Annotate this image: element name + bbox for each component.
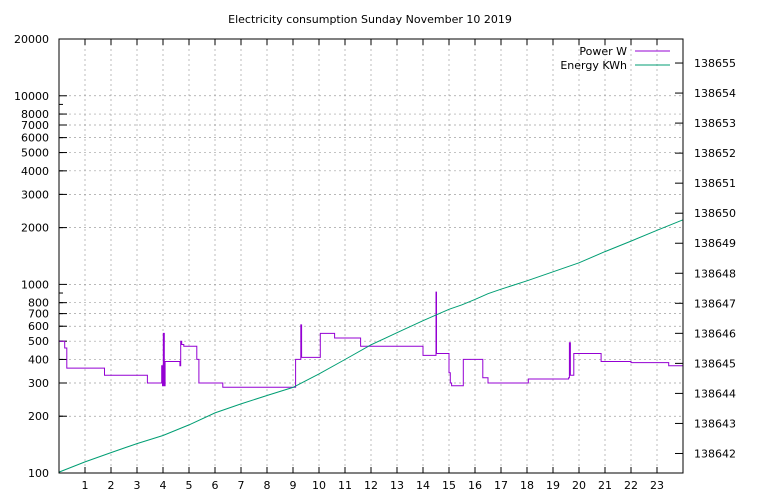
x-tick-label: 15 xyxy=(442,479,456,492)
x-axis-ticks: 1 2 3 4 5 6 7 8 9 10 11 12 13 14 15 16 17 18 19 20 21 22 23 xyxy=(82,39,664,492)
y-tick-label: 100 xyxy=(28,467,49,480)
y-tick-label: 200 xyxy=(28,410,49,423)
y-tick-label: 4000 xyxy=(21,165,49,178)
x-tick-label: 17 xyxy=(494,479,508,492)
y2-tick-label: 138645 xyxy=(694,357,736,370)
y-tick-label: 2000 xyxy=(21,222,49,235)
x-tick-label: 12 xyxy=(364,479,378,492)
power-series-line xyxy=(59,291,683,388)
y2-tick-label: 138650 xyxy=(694,207,736,220)
x-tick-label: 20 xyxy=(572,479,586,492)
x-tick-label: 4 xyxy=(160,479,167,492)
y2-tick-label: 138648 xyxy=(694,267,736,280)
chart-title: Electricity consumption Sunday November … xyxy=(228,13,512,26)
plot-frame xyxy=(58,38,684,474)
y2-tick-label: 138644 xyxy=(694,387,736,400)
x-tick-label: 8 xyxy=(264,479,271,492)
y2-tick-label: 138651 xyxy=(694,177,736,190)
y-tick-label: 7000 xyxy=(21,119,49,132)
x-tick-label: 19 xyxy=(546,479,560,492)
x-tick-label: 3 xyxy=(134,479,141,492)
x-tick-label: 6 xyxy=(212,479,219,492)
y2-axis-ticks: 138642 138643 138644 138645 138646 138647 1386… xyxy=(675,57,736,460)
y2-tick-label: 138654 xyxy=(694,87,736,100)
y2-tick-label: 138643 xyxy=(694,417,736,430)
y2-tick-label: 138652 xyxy=(694,147,736,160)
y2-tick-label: 138646 xyxy=(694,327,736,340)
y-tick-label: 400 xyxy=(28,353,49,366)
x-tick-label: 2 xyxy=(108,479,115,492)
y-tick-label: 500 xyxy=(28,335,49,348)
legend: Power W Energy KWh xyxy=(560,45,670,72)
y-tick-label: 20000 xyxy=(14,33,49,46)
y-tick-label: 6000 xyxy=(21,132,49,145)
x-tick-label: 14 xyxy=(416,479,430,492)
y-tick-label: 10000 xyxy=(14,90,49,103)
x-tick-label: 13 xyxy=(390,479,404,492)
x-tick-label: 5 xyxy=(186,479,193,492)
y-tick-label: 300 xyxy=(28,377,49,390)
y2-tick-label: 138653 xyxy=(694,117,736,130)
y-tick-label: 600 xyxy=(28,320,49,333)
legend-label-power: Power W xyxy=(579,45,627,58)
energy-series-line xyxy=(58,219,684,473)
x-tick-label: 18 xyxy=(520,479,534,492)
x-tick-label: 10 xyxy=(312,479,326,492)
series-layer xyxy=(58,219,684,473)
y2-tick-label: 138647 xyxy=(694,297,736,310)
y-tick-label: 3000 xyxy=(21,188,49,201)
x-tick-label: 16 xyxy=(468,479,482,492)
y-tick-label: 8000 xyxy=(21,108,49,121)
legend-label-energy: Energy KWh xyxy=(560,59,627,72)
grid-lines xyxy=(59,39,683,473)
y-tick-label: 700 xyxy=(28,308,49,321)
x-tick-label: 21 xyxy=(598,479,612,492)
y-tick-label: 5000 xyxy=(21,147,49,160)
y2-tick-label: 138642 xyxy=(694,447,736,460)
y-tick-label: 800 xyxy=(28,297,49,310)
x-tick-label: 9 xyxy=(290,479,297,492)
y-tick-label: 1000 xyxy=(21,278,49,291)
y2-tick-label: 138649 xyxy=(694,237,736,250)
x-tick-label: 1 xyxy=(82,479,89,492)
x-tick-label: 23 xyxy=(650,479,664,492)
x-tick-label: 22 xyxy=(624,479,638,492)
x-tick-label: 11 xyxy=(338,479,352,492)
y2-tick-label: 138655 xyxy=(694,57,736,70)
x-tick-label: 7 xyxy=(238,479,245,492)
